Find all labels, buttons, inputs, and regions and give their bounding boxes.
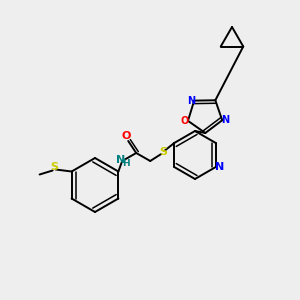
Text: N: N xyxy=(221,115,229,125)
Text: N: N xyxy=(215,162,224,172)
Text: N: N xyxy=(116,155,125,165)
Text: S: S xyxy=(51,163,58,172)
Text: S: S xyxy=(159,147,167,157)
Text: O: O xyxy=(181,116,189,126)
Text: H: H xyxy=(122,158,130,167)
Text: N: N xyxy=(187,96,195,106)
Text: O: O xyxy=(122,131,131,141)
